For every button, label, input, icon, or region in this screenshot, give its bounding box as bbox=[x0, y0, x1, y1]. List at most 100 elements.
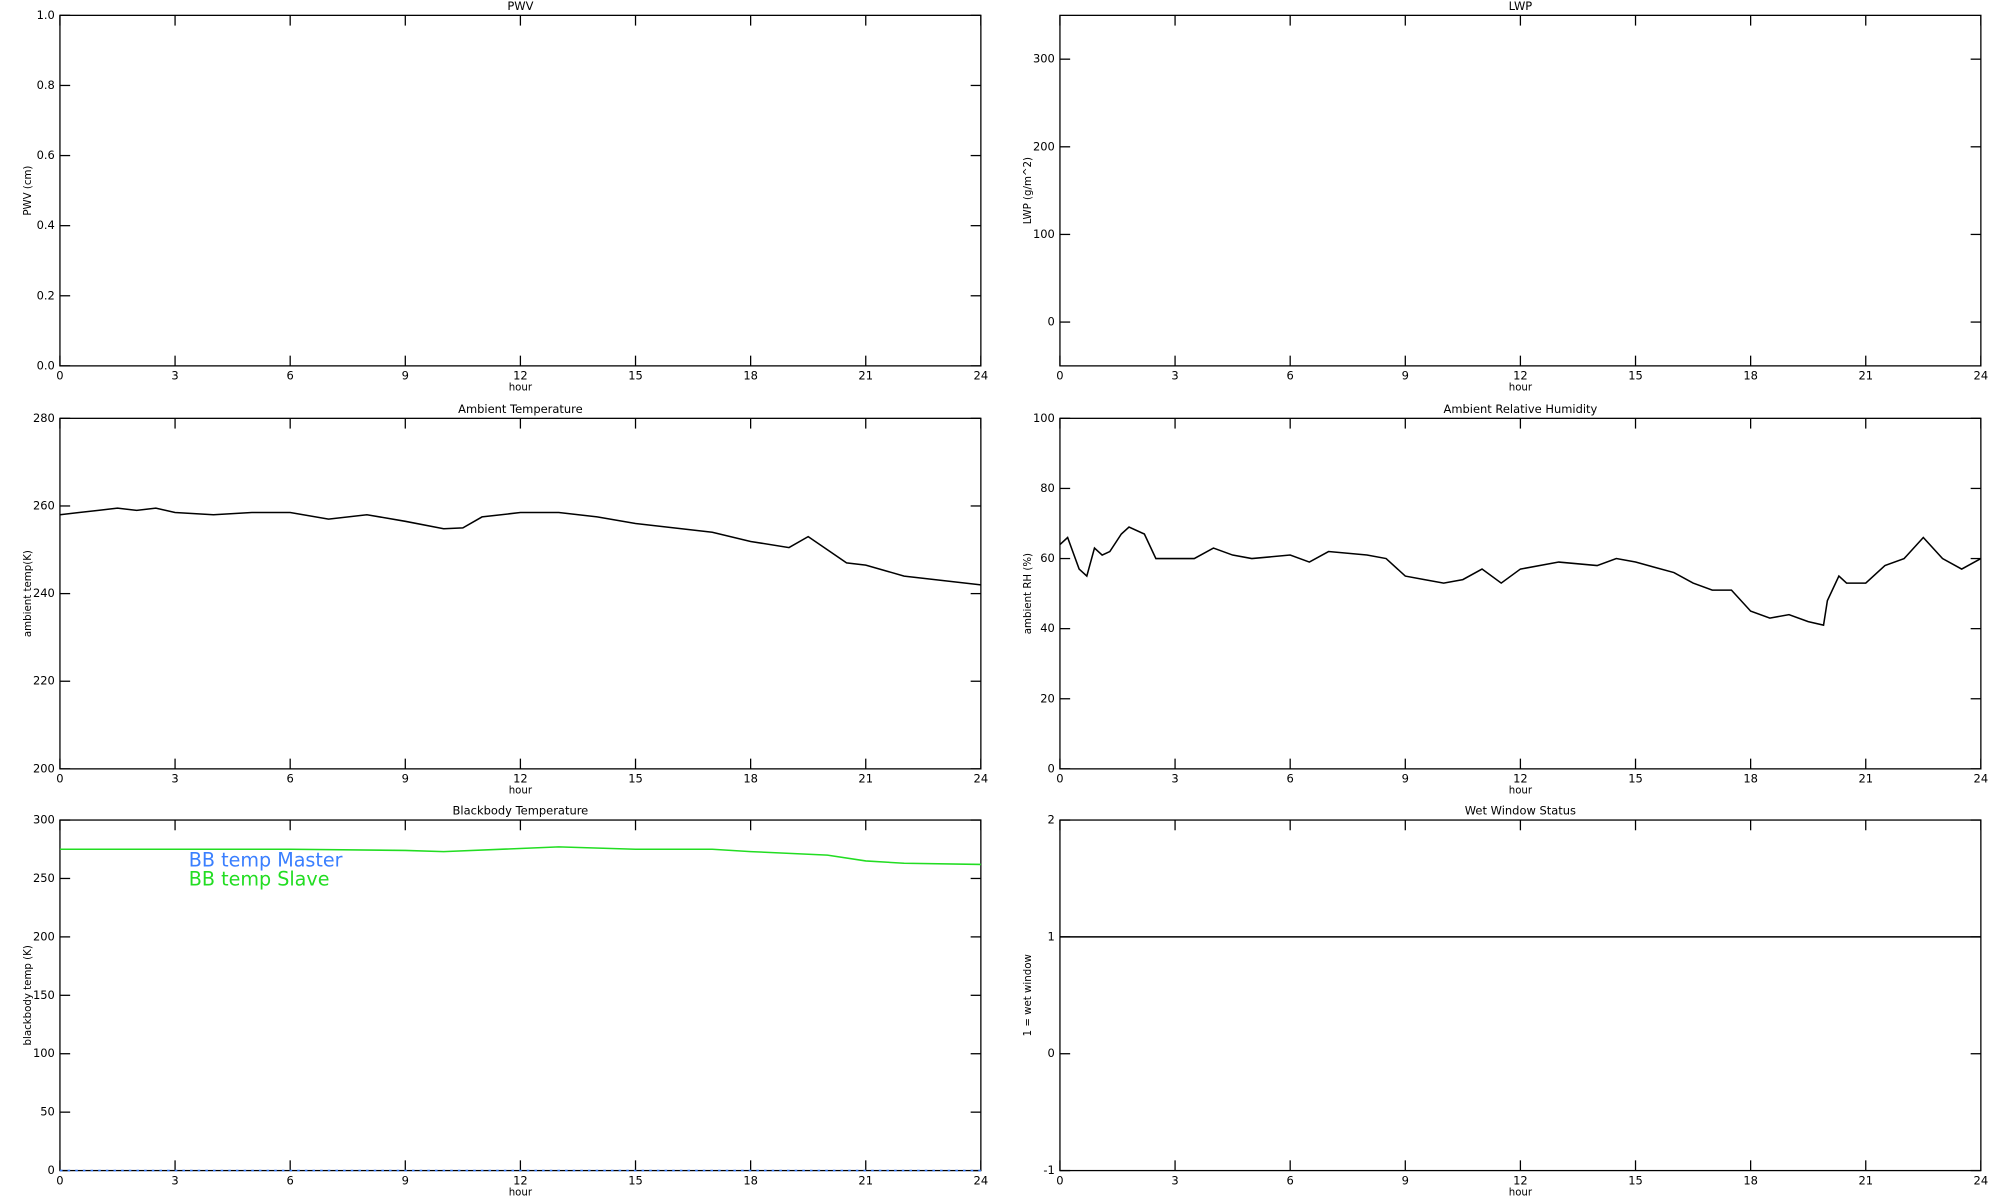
x-tick-label: 9 bbox=[1402, 1173, 1409, 1187]
x-tick-label: 0 bbox=[56, 369, 63, 383]
y-tick-label: -1 bbox=[1043, 1163, 1054, 1177]
y-axis-label: ambient temp(K) bbox=[23, 550, 34, 637]
legend-entry: BB temp Master bbox=[189, 848, 343, 871]
x-tick-label: 3 bbox=[1171, 772, 1178, 786]
x-tick-label: 21 bbox=[858, 772, 873, 786]
legend-entry: BB temp Slave bbox=[189, 868, 330, 891]
y-tick-label: 50 bbox=[40, 1105, 55, 1119]
chart-title: Wet Window Status bbox=[1465, 804, 1576, 818]
data-line bbox=[1059, 526, 1982, 627]
x-tick-label: 21 bbox=[858, 1173, 873, 1187]
y-tick-label: 220 bbox=[33, 674, 55, 688]
plot-frame bbox=[1059, 417, 1982, 770]
x-tick-label: 0 bbox=[1056, 1173, 1063, 1187]
y-tick-label: 200 bbox=[33, 929, 55, 943]
plot-frame bbox=[59, 14, 982, 367]
y-tick-label: 0.4 bbox=[37, 218, 55, 232]
y-tick-label: 200 bbox=[1033, 139, 1055, 153]
x-tick-label: 0 bbox=[1056, 772, 1063, 786]
y-tick-label: 240 bbox=[33, 586, 55, 600]
y-tick-label: 0.6 bbox=[37, 148, 55, 162]
x-tick-label: 15 bbox=[1628, 369, 1643, 383]
chart-title: Blackbody Temperature bbox=[453, 804, 589, 818]
x-tick-label: 24 bbox=[974, 772, 989, 786]
chart-title: LWP bbox=[1509, 0, 1533, 13]
plot-frame bbox=[1059, 819, 1982, 1172]
y-tick-label: 0 bbox=[1048, 315, 1055, 329]
y-tick-label: 0 bbox=[1048, 1046, 1055, 1060]
x-tick-label: 9 bbox=[1402, 369, 1409, 383]
y-axis-label: 1 = wet window bbox=[1023, 954, 1034, 1036]
y-tick-label: 280 bbox=[33, 411, 55, 425]
y-tick-label: 20 bbox=[1040, 691, 1055, 705]
plot-frame bbox=[59, 417, 982, 770]
x-axis-label: hour bbox=[509, 786, 533, 797]
y-tick-label: 250 bbox=[33, 871, 55, 885]
x-tick-label: 18 bbox=[743, 369, 758, 383]
y-tick-label: 1 bbox=[1048, 929, 1055, 943]
chart-title: Ambient Temperature bbox=[458, 402, 583, 416]
x-axis-label: hour bbox=[509, 1187, 533, 1198]
data-line bbox=[59, 507, 981, 586]
x-tick-label: 15 bbox=[628, 369, 643, 383]
x-tick-label: 18 bbox=[1743, 369, 1758, 383]
x-axis-label: hour bbox=[1509, 383, 1533, 394]
y-tick-label: 300 bbox=[1033, 52, 1055, 66]
x-tick-label: 24 bbox=[1974, 369, 1989, 383]
y-tick-label: 0.0 bbox=[37, 358, 55, 372]
x-tick-label: 6 bbox=[1287, 369, 1294, 383]
x-tick-label: 21 bbox=[858, 369, 873, 383]
y-tick-label: 1.0 bbox=[37, 8, 55, 22]
x-tick-label: 0 bbox=[56, 772, 63, 786]
x-tick-label: 15 bbox=[628, 772, 643, 786]
y-tick-label: 300 bbox=[33, 813, 55, 827]
x-tick-label: 3 bbox=[171, 1173, 178, 1187]
x-tick-label: 15 bbox=[1628, 772, 1643, 786]
y-tick-label: 0 bbox=[1048, 761, 1055, 775]
x-tick-label: 9 bbox=[402, 772, 409, 786]
x-tick-label: 24 bbox=[974, 369, 989, 383]
y-tick-label: 260 bbox=[33, 498, 55, 512]
chart-title: Ambient Relative Humidity bbox=[1443, 402, 1597, 416]
x-tick-label: 18 bbox=[1743, 1173, 1758, 1187]
x-tick-label: 6 bbox=[1287, 772, 1294, 786]
x-tick-label: 12 bbox=[513, 772, 528, 786]
x-tick-label: 9 bbox=[402, 1173, 409, 1187]
x-tick-label: 15 bbox=[1628, 1173, 1643, 1187]
y-tick-label: 200 bbox=[33, 761, 55, 775]
x-tick-label: 3 bbox=[1171, 369, 1178, 383]
y-tick-label: 100 bbox=[33, 1046, 55, 1060]
x-tick-label: 15 bbox=[628, 1173, 643, 1187]
y-tick-label: 0 bbox=[48, 1163, 55, 1177]
x-tick-label: 9 bbox=[1402, 772, 1409, 786]
x-tick-label: 12 bbox=[1513, 1173, 1528, 1187]
x-tick-label: 18 bbox=[743, 772, 758, 786]
y-axis-label: LWP (g/m^2) bbox=[1023, 157, 1034, 224]
x-axis-label: hour bbox=[1509, 786, 1533, 797]
y-tick-label: 0.2 bbox=[37, 288, 55, 302]
x-tick-label: 6 bbox=[287, 1173, 294, 1187]
x-tick-label: 3 bbox=[171, 772, 178, 786]
x-tick-label: 12 bbox=[1513, 369, 1528, 383]
x-tick-label: 24 bbox=[1974, 772, 1989, 786]
y-tick-label: 100 bbox=[1033, 227, 1055, 241]
data-line bbox=[59, 846, 981, 866]
x-tick-label: 0 bbox=[1056, 369, 1063, 383]
y-axis-label: blackbody temp (K) bbox=[23, 945, 34, 1045]
x-tick-label: 6 bbox=[287, 369, 294, 383]
x-tick-label: 24 bbox=[974, 1173, 989, 1187]
x-tick-label: 3 bbox=[1171, 1173, 1178, 1187]
x-axis-label: hour bbox=[1509, 1187, 1533, 1198]
x-tick-label: 6 bbox=[1287, 1173, 1294, 1187]
y-tick-label: 80 bbox=[1040, 481, 1055, 495]
y-tick-label: 100 bbox=[1033, 411, 1055, 425]
x-tick-label: 12 bbox=[513, 1173, 528, 1187]
x-tick-label: 18 bbox=[1743, 772, 1758, 786]
x-tick-label: 6 bbox=[287, 772, 294, 786]
x-tick-label: 24 bbox=[1974, 1173, 1989, 1187]
plot-frame bbox=[1059, 14, 1982, 367]
chart-title: PWV bbox=[507, 0, 533, 13]
x-tick-label: 12 bbox=[1513, 772, 1528, 786]
x-axis-label: hour bbox=[509, 383, 533, 394]
